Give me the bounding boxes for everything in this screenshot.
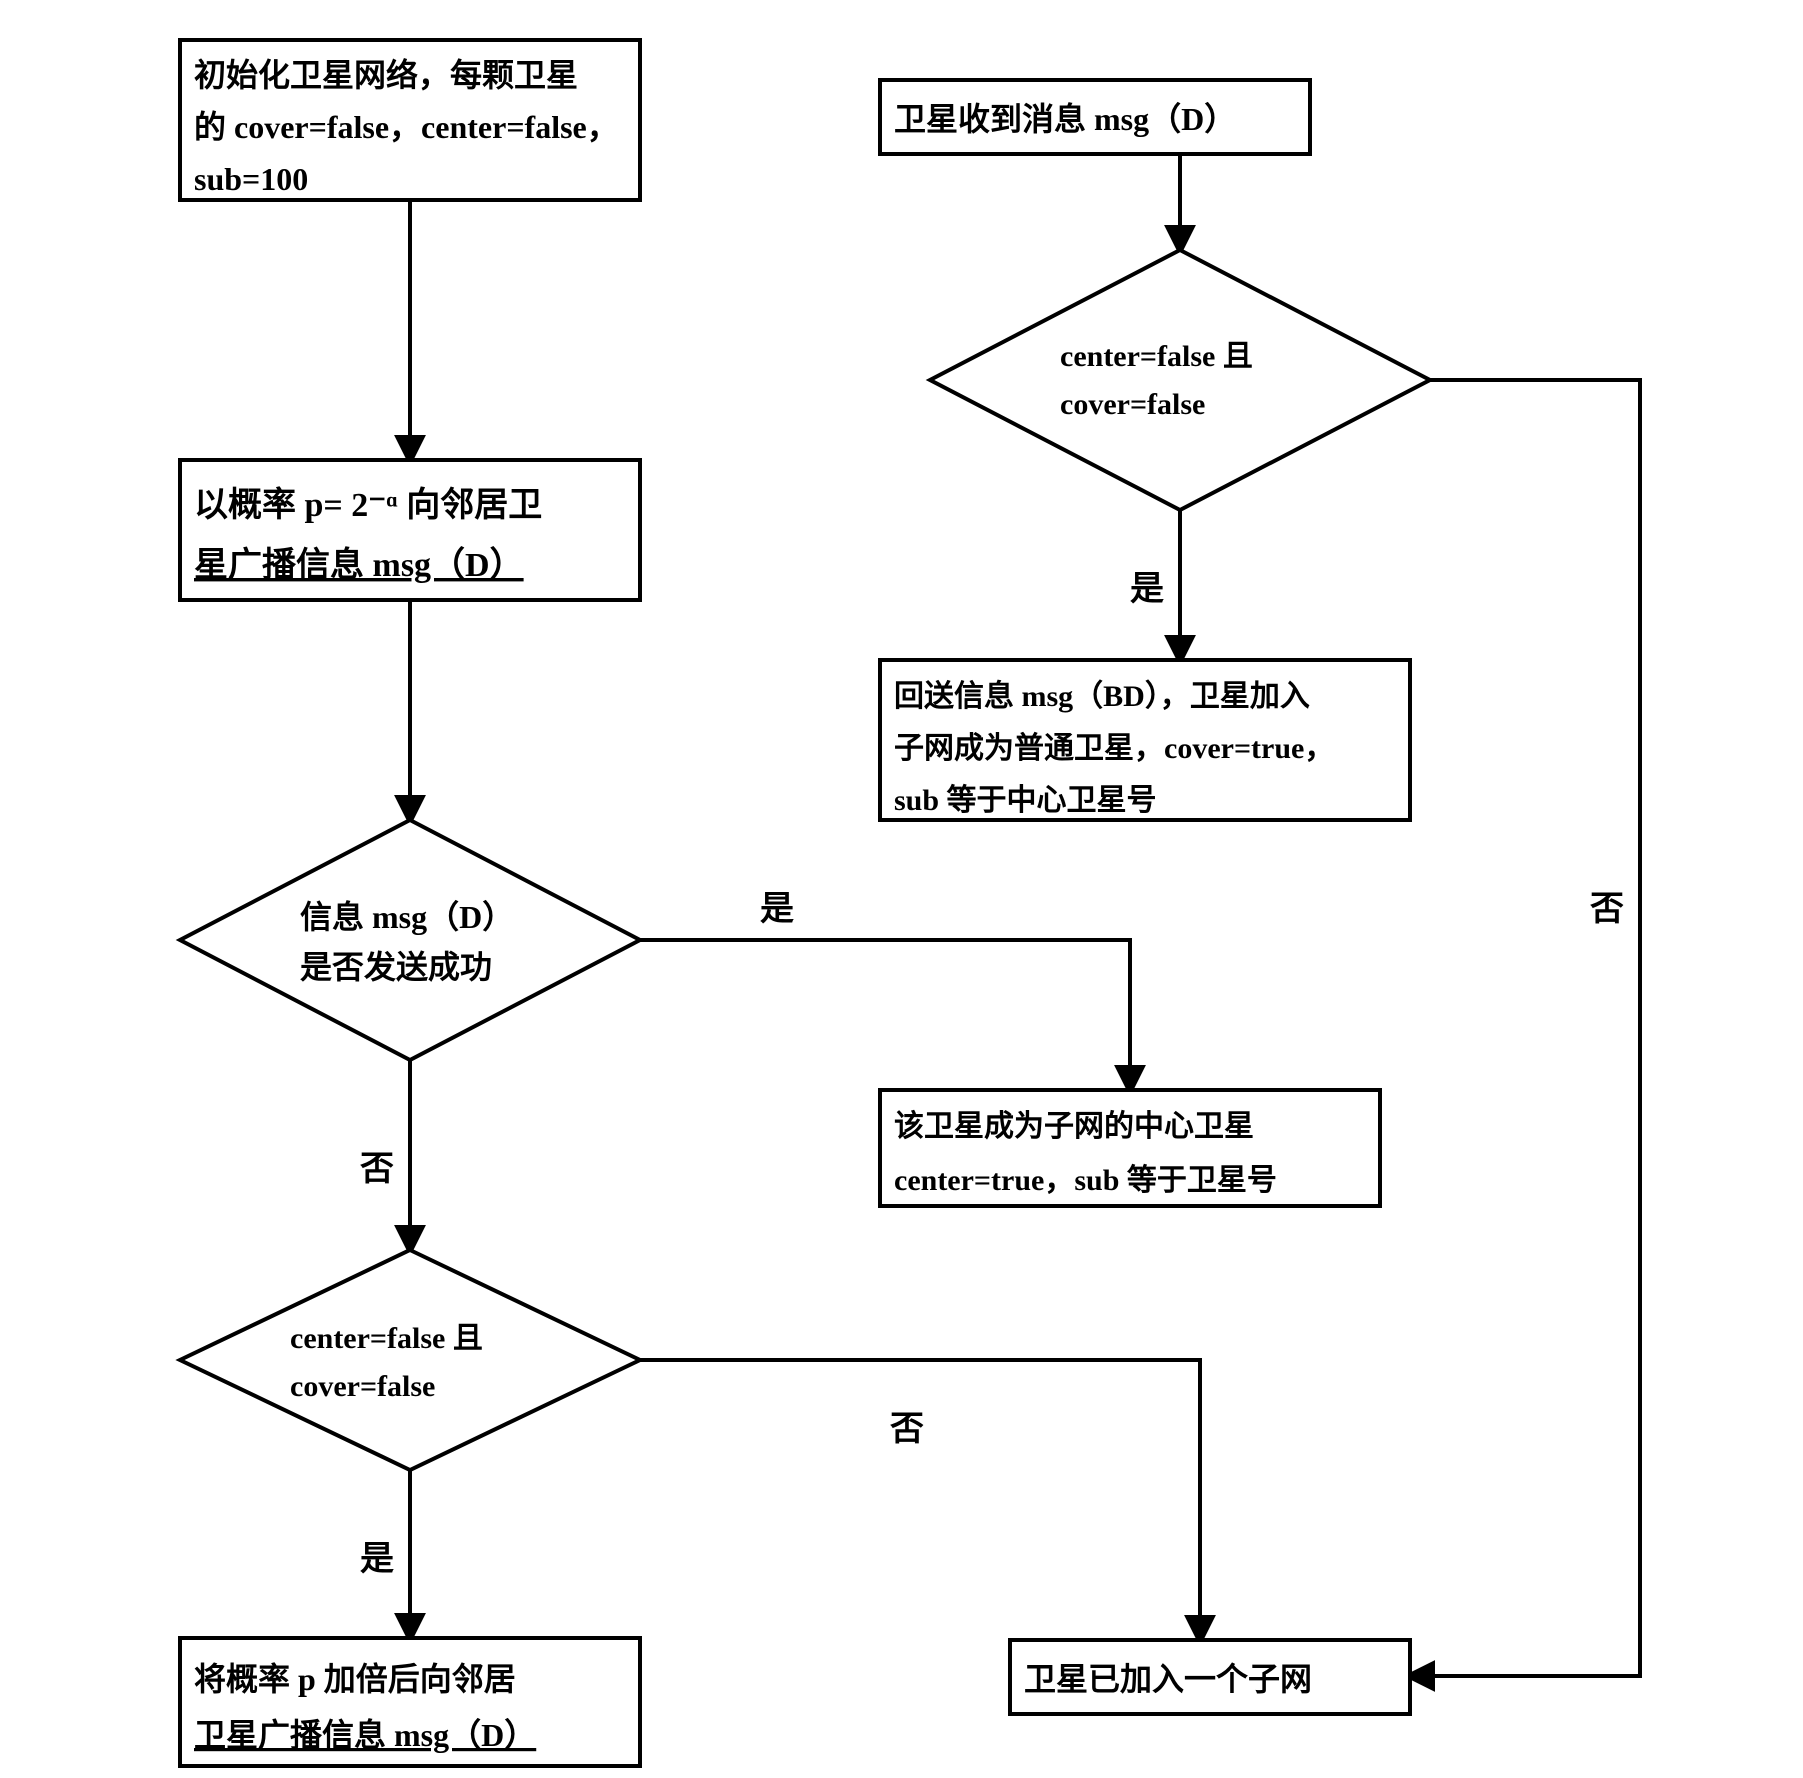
svg-text:sub=100: sub=100 xyxy=(194,161,308,197)
flow-edge-5: 否 xyxy=(640,1360,1200,1640)
flow-node-n1: 初始化卫星网络，每颗卫星的 cover=false，center=false， s… xyxy=(180,40,640,200)
flow-node-n3: 信息 msg（D） 是否发送成功 xyxy=(180,820,640,1060)
svg-text:回送信息 msg（BD），卫星加入: 回送信息 msg（BD），卫星加入 xyxy=(894,679,1310,713)
svg-text:是否发送成功: 是否发送成功 xyxy=(300,949,492,985)
svg-text:cover=false: cover=false xyxy=(1060,388,1205,421)
svg-text:将概率 p 加倍后向邻居: 将概率 p 加倍后向邻居 xyxy=(194,1661,516,1697)
flow-edge-2: 否 xyxy=(360,1060,410,1250)
flow-node-n5: 将概率 p 加倍后向邻居卫星广播信息 msg（D） xyxy=(180,1638,640,1766)
svg-text:子网成为普通卫星，cover=true，: 子网成为普通卫星，cover=true， xyxy=(894,731,1334,765)
svg-text:是: 是 xyxy=(760,891,794,928)
svg-text:的 cover=false，center=false，: 的 cover=false，center=false， xyxy=(194,109,619,145)
svg-text:center=false 且: center=false 且 xyxy=(1060,340,1253,373)
svg-text:信息 msg（D）: 信息 msg（D） xyxy=(300,899,514,935)
svg-text:星广播信息 msg（D）: 星广播信息 msg（D） xyxy=(194,545,524,584)
svg-text:是: 是 xyxy=(360,1541,394,1578)
flow-node-n6: 卫星收到消息 msg（D） xyxy=(880,80,1310,154)
flowchart-canvas: 否是是否是否 初始化卫星网络，每颗卫星的 cover=false，center=… xyxy=(0,0,1803,1778)
svg-text:sub 等于中心卫星号: sub 等于中心卫星号 xyxy=(894,783,1157,817)
flow-node-n7: center=false 且 cover=false xyxy=(930,250,1430,510)
svg-text:center=true，sub 等于卫星号: center=true，sub 等于卫星号 xyxy=(894,1163,1277,1197)
flow-node-n9: 该卫星成为子网的中心卫星 center=true，sub 等于卫星号 xyxy=(880,1090,1380,1206)
svg-text:初始化卫星网络，每颗卫星: 初始化卫星网络，每颗卫星 xyxy=(194,57,578,93)
flow-edge-4: 是 xyxy=(360,1470,410,1638)
svg-text:该卫星成为子网的中心卫星: 该卫星成为子网的中心卫星 xyxy=(894,1110,1254,1143)
svg-text:否: 否 xyxy=(890,1411,924,1448)
svg-text:卫星已加入一个子网: 卫星已加入一个子网 xyxy=(1024,1661,1312,1697)
svg-text:卫星广播信息 msg（D）: 卫星广播信息 msg（D） xyxy=(194,1717,536,1753)
svg-text:center=false 且: center=false 且 xyxy=(290,1322,483,1355)
flow-node-n4: center=false 且 cover=false xyxy=(180,1250,640,1470)
flow-edge-6 xyxy=(1095,154,1180,250)
flow-edge-8: 否 xyxy=(1410,380,1640,1676)
flow-edge-3: 是 xyxy=(640,891,1130,1090)
flow-node-n8: 回送信息 msg（BD），卫星加入子网成为普通卫星，cover=true， sub… xyxy=(880,660,1410,820)
flow-node-n10: 卫星已加入一个子网 xyxy=(1010,1640,1410,1714)
flow-node-n2: 以概率 p= 2⁻ᵅ 向邻居卫星广播信息 msg（D） xyxy=(180,460,640,600)
svg-text:是: 是 xyxy=(1130,571,1164,608)
svg-text:否: 否 xyxy=(1590,891,1624,928)
svg-text:cover=false: cover=false xyxy=(290,1370,435,1403)
svg-text:以概率 p= 2⁻ᵅ 向邻居卫: 以概率 p= 2⁻ᵅ 向邻居卫 xyxy=(194,486,542,524)
svg-text:否: 否 xyxy=(360,1151,394,1188)
svg-text:卫星收到消息 msg（D）: 卫星收到消息 msg（D） xyxy=(894,101,1236,137)
flow-edge-7: 是 xyxy=(1130,510,1180,660)
